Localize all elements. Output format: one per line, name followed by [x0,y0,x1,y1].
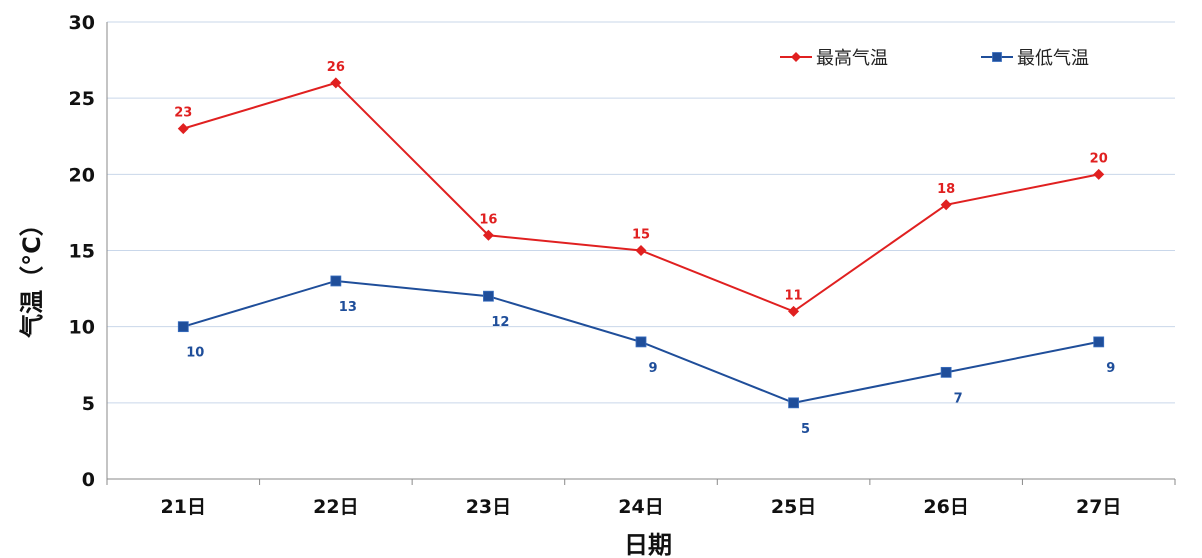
square-marker [483,290,494,302]
y-tick-label: 20 [69,164,95,186]
series-line [182,81,1099,313]
x-tick-label: 21日 [161,496,206,518]
diamond-marker [1093,168,1105,180]
data-label: 18 [937,182,955,197]
diamond-marker [177,123,189,135]
x-tick-label: 24日 [618,496,663,518]
legend-label: 最高气温 [816,48,888,69]
x-tick-label: 25日 [771,496,816,518]
x-tick-label: 27日 [1076,496,1121,518]
diamond-marker [940,199,952,211]
y-tick-label: 25 [69,88,95,110]
data-label: 9 [1106,361,1115,376]
data-label: 20 [1090,151,1108,166]
square-marker [635,336,647,348]
series-low: 10 13 12 9 5 7 9 [177,275,1115,437]
diamond-marker [788,305,800,317]
legend-label: 最低气温 [1017,48,1089,69]
data-label: 11 [785,288,803,303]
square-marker [992,52,1002,62]
y-tick-label: 5 [82,393,95,415]
diamond-marker [635,245,647,256]
data-label: 13 [339,300,357,315]
legend: 最高气温 最低气温 [780,48,1089,69]
data-label: 16 [479,212,497,227]
series-lines: 23 26 16 15 11 18 20 10 13 12 9 5 7 9 [174,60,1115,437]
data-label: 23 [174,106,192,121]
y-tick-label: 30 [69,12,95,34]
diamond-marker [791,52,801,62]
data-label: 7 [954,391,963,406]
y-axis-title: 气温（°C） [18,212,46,339]
data-label: 10 [186,346,204,361]
data-label: 5 [801,422,810,437]
square-marker [330,275,342,287]
x-tick-label: 22日 [313,496,358,518]
square-marker [788,397,799,409]
legend-item: 最高气温 [780,48,888,69]
axes [106,22,1176,485]
legend-item: 最低气温 [981,48,1089,69]
data-label: 9 [648,361,657,376]
data-label: 15 [632,228,650,243]
y-tick-label: 10 [69,317,95,339]
series-high: 23 26 16 15 11 18 20 [174,60,1108,317]
diamond-marker [482,229,494,241]
data-label: 26 [327,60,345,75]
y-tick-label: 0 [82,469,95,491]
x-tick-label: 23日 [466,496,511,518]
y-tick-labels: 0 5 10 15 20 25 30 [69,12,95,491]
x-axis-title: 日期 [624,531,672,558]
square-marker [177,321,189,333]
square-marker [940,366,952,378]
square-marker [1093,336,1105,348]
diamond-marker [330,77,342,89]
y-tick-label: 15 [69,241,95,263]
data-label: 12 [491,315,509,330]
x-tick-label: 26日 [923,496,968,518]
x-tick-labels: 21日 22日 23日 24日 25日 26日 27日 [161,496,1122,518]
